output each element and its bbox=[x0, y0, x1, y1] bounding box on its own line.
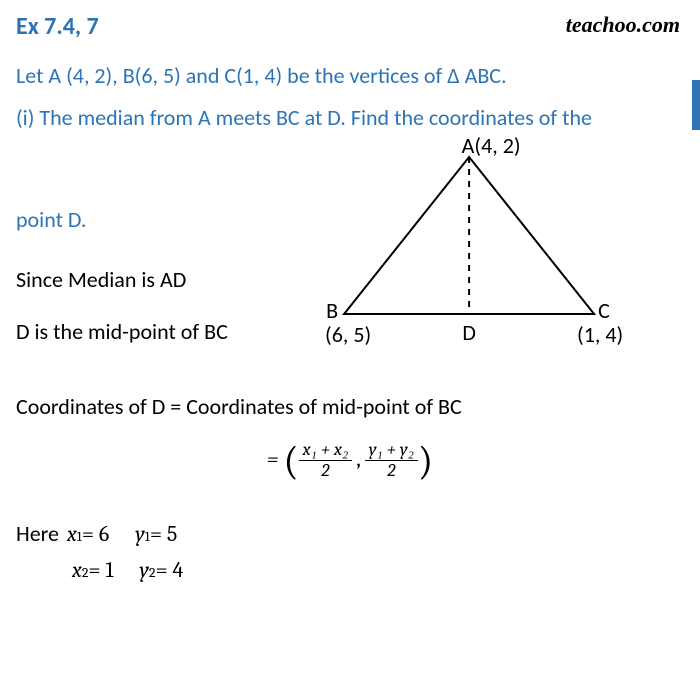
fraction: y₁ + y₂ 2 bbox=[365, 440, 418, 481]
exercise-title: Ex 7.4, 7 bbox=[16, 12, 99, 41]
value: = 6 bbox=[82, 521, 109, 547]
accent-strip bbox=[692, 80, 700, 130]
site-logo: teachoo.com bbox=[566, 12, 680, 38]
solution-line: Since Median is AD bbox=[16, 258, 228, 302]
svg-text:(6, 5): (6, 5) bbox=[325, 321, 371, 348]
denominator: 2 bbox=[299, 461, 353, 481]
var: y bbox=[135, 521, 144, 547]
paren-open: ( bbox=[283, 438, 298, 484]
var: x bbox=[67, 521, 77, 547]
value: = 4 bbox=[156, 557, 184, 583]
comma: , bbox=[352, 446, 365, 472]
value: = 1 bbox=[88, 557, 113, 583]
question-block: Let A (4, 2), B(6, 5) and C(1, 4) be the… bbox=[0, 41, 700, 139]
var: x bbox=[72, 557, 82, 583]
equals: = bbox=[267, 446, 279, 472]
question-line: (i) The median from A meets BC at D. Fin… bbox=[16, 97, 680, 139]
denominator: 2 bbox=[365, 461, 418, 481]
midpoint-formula: = ( x₁ + x₂ 2 , y₁ + y₂ 2 ) bbox=[0, 438, 700, 484]
svg-text:D: D bbox=[462, 319, 476, 346]
numerator: x₁ + x₂ bbox=[299, 440, 353, 461]
var: y bbox=[139, 557, 148, 583]
question-line: Let A (4, 2), B(6, 5) and C(1, 4) be the… bbox=[16, 55, 680, 97]
paren-close: ) bbox=[418, 438, 433, 484]
svg-text:A(4, 2): A(4, 2) bbox=[461, 132, 520, 159]
svg-text:(1, 4): (1, 4) bbox=[577, 321, 623, 348]
question-line: point D. bbox=[16, 206, 86, 233]
variable-values: Here x1 = 6 y1 = 5 x2 = 1 y2 = 4 bbox=[0, 484, 700, 583]
here-label: Here bbox=[16, 520, 59, 547]
triangle-diagram: A(4, 2) B (6, 5) C (1, 4) D bbox=[228, 139, 680, 369]
svg-text:C: C bbox=[598, 297, 610, 324]
svg-text:B: B bbox=[326, 297, 338, 324]
subscript: 2 bbox=[82, 564, 89, 581]
numerator: y₁ + y₂ bbox=[365, 440, 418, 461]
fraction: x₁ + x₂ 2 bbox=[299, 440, 353, 481]
subscript: 2 bbox=[149, 564, 156, 581]
solution-line: Coordinates of D = Coordinates of mid-po… bbox=[0, 393, 700, 420]
value: = 5 bbox=[150, 521, 177, 547]
solution-line: D is the mid-point of BC bbox=[16, 310, 228, 354]
